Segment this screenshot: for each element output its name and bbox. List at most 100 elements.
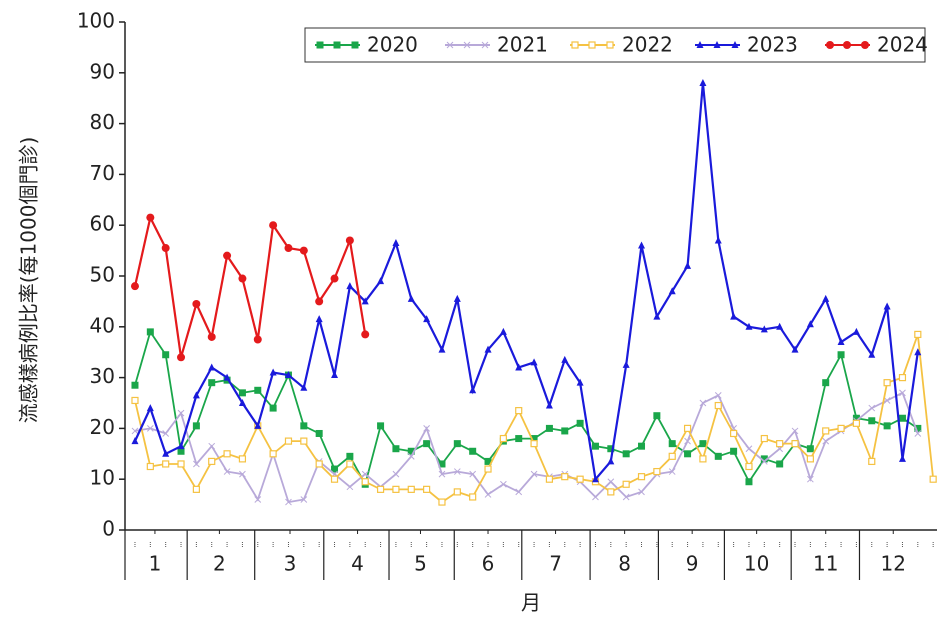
legend-label: 2023 [747, 33, 798, 57]
x-tick-label: 12 [881, 552, 906, 576]
marker [300, 422, 308, 430]
marker [254, 496, 262, 503]
marker [576, 378, 584, 386]
marker [438, 470, 446, 478]
marker [638, 442, 646, 450]
marker [130, 282, 139, 291]
legend-marker [696, 41, 704, 48]
marker [699, 440, 707, 448]
marker [162, 460, 170, 468]
marker [300, 496, 308, 503]
marker [914, 330, 922, 339]
marker [760, 458, 768, 465]
marker [822, 294, 830, 302]
y-axis-title: 流感樣病例比率(每1000個門診) [17, 137, 41, 424]
marker [591, 442, 599, 450]
marker [530, 440, 538, 448]
x-tick-label: 1 [149, 552, 162, 576]
marker [284, 371, 292, 379]
marker [561, 473, 569, 481]
marker [269, 221, 278, 230]
marker [177, 460, 185, 468]
marker [192, 485, 200, 493]
marker [239, 470, 246, 478]
marker [208, 442, 216, 450]
marker [300, 383, 308, 391]
marker [131, 396, 139, 405]
marker [177, 447, 185, 455]
marker [592, 493, 599, 501]
legend-marker [843, 41, 851, 49]
marker [392, 470, 400, 478]
legend-label: 2021 [497, 33, 548, 57]
marker [883, 302, 891, 310]
marker [423, 440, 431, 448]
marker [131, 427, 139, 435]
marker [883, 379, 891, 387]
marker [914, 348, 922, 356]
marker [914, 430, 922, 437]
marker [668, 468, 676, 475]
series [131, 330, 937, 506]
marker [453, 488, 461, 496]
legend-marker [713, 41, 721, 48]
marker [653, 412, 661, 420]
marker [453, 440, 461, 448]
marker [131, 437, 139, 445]
y-tick-label: 100 [77, 9, 115, 33]
marker [668, 440, 676, 448]
marker [776, 460, 784, 468]
marker [545, 424, 553, 432]
series [130, 213, 370, 362]
marker [684, 261, 692, 269]
marker [193, 460, 200, 468]
marker [776, 322, 784, 330]
marker [545, 475, 554, 483]
legend-marker [481, 41, 489, 49]
marker [208, 363, 216, 371]
x-tick-label: 3 [284, 552, 297, 576]
marker [438, 498, 446, 506]
marker [852, 327, 860, 335]
marker [515, 407, 523, 415]
y-tick-label: 30 [90, 364, 115, 388]
marker [515, 435, 523, 443]
x-tick-label: 7 [549, 552, 562, 576]
marker [254, 386, 262, 394]
marker [331, 465, 339, 473]
marker [315, 429, 323, 437]
marker [622, 493, 630, 501]
marker [315, 460, 323, 468]
marker [315, 315, 323, 323]
x-tick-label: 6 [482, 552, 495, 576]
marker [714, 452, 722, 460]
marker [438, 460, 446, 468]
legend-marker [351, 41, 359, 49]
marker [607, 457, 615, 465]
marker [668, 452, 676, 460]
series [131, 328, 922, 488]
legend-marker [463, 41, 471, 49]
marker [469, 470, 477, 478]
marker [622, 360, 630, 368]
x-tick-label: 5 [414, 552, 427, 576]
marker [561, 427, 569, 435]
marker [331, 371, 339, 379]
legend-marker [861, 41, 869, 49]
y-tick-label: 60 [90, 212, 115, 236]
marker [207, 332, 216, 341]
marker [177, 442, 185, 450]
marker [330, 274, 339, 283]
marker [499, 434, 507, 443]
marker [453, 294, 461, 302]
marker [745, 462, 753, 471]
marker [377, 422, 385, 430]
y-tick-label: 90 [90, 59, 115, 83]
marker [683, 424, 692, 432]
marker [607, 478, 615, 486]
marker [146, 462, 154, 471]
marker [300, 437, 308, 445]
marker [285, 498, 292, 506]
marker [530, 358, 538, 366]
marker [192, 391, 200, 399]
